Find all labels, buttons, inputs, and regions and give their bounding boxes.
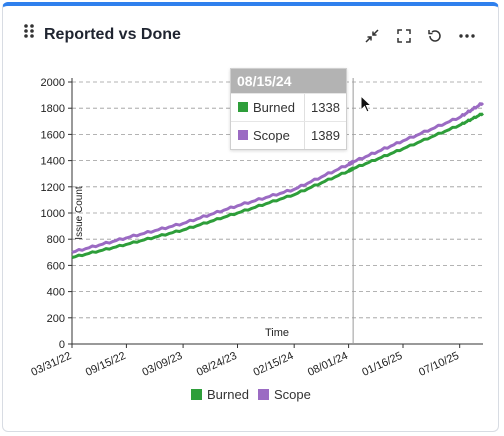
y-tick-label: 400 — [47, 287, 65, 299]
tooltip-row-scope: Scope 1389 — [231, 121, 346, 149]
y-tick-label: 1600 — [41, 129, 65, 141]
card-title: Reported vs Done — [44, 26, 181, 43]
x-axis-label: Time — [265, 327, 289, 339]
x-tick-label: 03/31/22 — [29, 350, 73, 379]
tooltip-burned-swatch — [238, 102, 248, 112]
card-header: Reported vs Done — [0, 0, 504, 43]
x-tick-label: 09/15/22 — [84, 350, 128, 379]
y-tick-label: 2000 — [41, 77, 65, 89]
y-tick-label: 600 — [47, 260, 65, 272]
tooltip-scope-value: 1389 — [311, 128, 340, 143]
chart-legend: Burned Scope — [0, 385, 504, 405]
drag-handle-icon[interactable] — [23, 23, 35, 44]
x-tick-label: 01/16/25 — [360, 350, 404, 379]
tooltip-burned-label: Burned — [253, 100, 295, 115]
y-tick-label: 1800 — [41, 103, 65, 115]
series-line-scope — [71, 101, 485, 254]
y-tick-label: 200 — [47, 313, 65, 325]
hover-tooltip: 08/15/24 Burned 1338 Scope 1389 — [230, 68, 347, 150]
y-tick-label: 1200 — [41, 182, 65, 194]
series-line-burned — [71, 112, 484, 259]
legend-item-burned[interactable]: Burned — [191, 387, 249, 402]
x-tick-label: 08/01/24 — [306, 350, 350, 379]
y-tick-label: 800 — [47, 234, 65, 246]
refresh-icon[interactable] — [424, 25, 446, 47]
tooltip-burned-value: 1338 — [311, 100, 340, 115]
legend-scope-label: Scope — [274, 387, 311, 402]
y-axis-label: Issue Count — [74, 186, 85, 240]
tooltip-scope-swatch — [238, 130, 248, 140]
y-tick-label: 1000 — [41, 208, 65, 220]
legend-item-scope[interactable]: Scope — [258, 387, 311, 402]
x-tick-label: 02/15/24 — [252, 350, 296, 379]
y-tick-label: 0 — [59, 339, 65, 351]
y-tick-label: 1400 — [41, 156, 65, 168]
mouse-cursor-icon — [360, 95, 373, 113]
legend-burned-label: Burned — [207, 387, 249, 402]
legend-burned-swatch — [191, 389, 202, 400]
x-tick-label: 08/24/23 — [195, 350, 239, 379]
legend-scope-swatch — [258, 389, 269, 400]
tooltip-date: 08/15/24 — [231, 69, 346, 93]
more-icon[interactable] — [456, 25, 478, 47]
x-tick-label: 07/10/25 — [417, 350, 461, 379]
tooltip-row-burned: Burned 1338 — [231, 93, 346, 121]
tooltip-scope-label: Scope — [253, 128, 290, 143]
x-tick-label: 03/09/23 — [140, 350, 184, 379]
minimize-icon[interactable] — [361, 25, 383, 47]
fullscreen-icon[interactable] — [393, 25, 415, 47]
